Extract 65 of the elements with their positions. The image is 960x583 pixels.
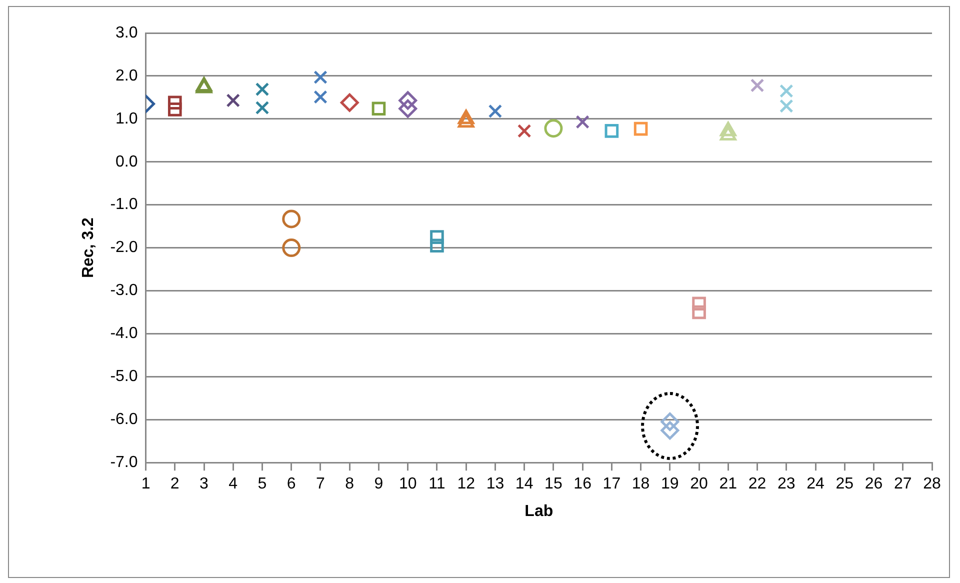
x-tick-label: 11 [428,476,446,493]
x-tick-label: 10 [398,476,417,493]
x-tick-label: 28 [923,476,941,493]
y-tick-label: -6.0 [110,411,138,428]
y-tick-label: -1.0 [110,196,138,214]
x-tick-label: 22 [748,476,766,493]
x-tick-label: 20 [690,476,708,493]
x-tick-label: 4 [228,476,238,493]
point [576,115,590,129]
y-tick-label: 2.0 [116,67,138,84]
point [634,122,648,136]
point [750,78,764,92]
x-tick-label: 16 [574,476,592,493]
x-tick-label: 21 [719,476,738,493]
y-tick-label: -2.0 [110,239,138,256]
point [314,70,328,84]
point [430,238,444,253]
point [340,93,359,112]
point [255,82,270,96]
y-tick-label: -7.0 [110,454,138,472]
y-tick-label: -4.0 [110,325,138,342]
x-tick-label: 1 [141,476,150,493]
point [282,238,301,258]
point [282,210,301,228]
point [372,102,386,116]
point [168,102,182,116]
point [168,96,182,110]
point [692,305,706,320]
x-tick-label: 15 [544,476,562,493]
y-tick-label: -3.0 [110,282,138,300]
x-tick-label: 18 [632,476,650,493]
point [398,91,418,110]
point [398,99,418,118]
point [226,94,240,108]
point [488,104,502,118]
point [692,296,706,311]
x-tick-label: 23 [778,476,796,493]
point [255,100,270,115]
x-tick-label: 6 [286,476,296,493]
y-axis-title: Rec, 3.2 [80,217,98,278]
x-tick-label: 13 [486,476,504,493]
x-tick-label: 24 [806,476,825,493]
y-tick-label: 0.0 [116,153,138,170]
x-axis-title: Lab [524,502,554,520]
x-tick-label: 25 [836,476,854,493]
point [314,90,328,104]
y-tick-label: 1.0 [116,110,138,128]
x-tick-label: 14 [515,476,534,493]
x-tick-label: 12 [457,476,476,493]
y-tick-label: 3.0 [116,24,138,42]
x-tick-label: 7 [316,476,326,493]
point [604,124,619,138]
point [517,124,532,138]
x-tick-label: 9 [374,476,384,493]
point [430,230,444,244]
x-tick-label: 8 [345,476,354,493]
x-tick-label: 26 [864,476,883,493]
x-tick-label: 27 [894,476,912,493]
x-tick-label: 3 [200,476,209,493]
y-tick-label: -5.0 [110,368,138,386]
point [544,119,563,138]
x-tick-label: 19 [661,476,679,493]
x-tick-label: 2 [170,476,180,493]
x-tick-label: 17 [602,476,621,493]
x-tick-label: 5 [258,476,267,493]
